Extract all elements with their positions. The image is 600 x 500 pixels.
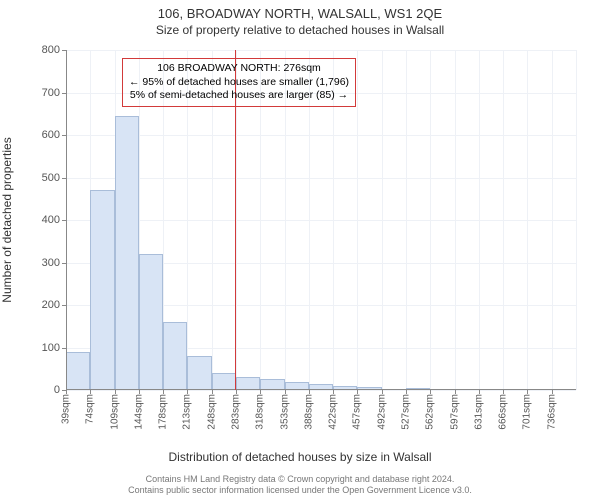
y-tick-label: 500 xyxy=(42,172,60,184)
y-tick-label: 400 xyxy=(42,214,60,226)
y-tick-label: 100 xyxy=(42,342,60,354)
x-tick-label: 74sqm xyxy=(85,394,96,424)
y-tick-label: 200 xyxy=(42,299,60,311)
x-tick-label: 701sqm xyxy=(522,394,533,430)
x-tick-label: 422sqm xyxy=(328,394,339,430)
annotation-line-3: 5% of semi-detached houses are larger (8… xyxy=(129,89,349,103)
histogram-bar xyxy=(66,352,90,390)
grid-line xyxy=(66,178,576,179)
y-tick-label: 0 xyxy=(54,384,60,396)
y-tick-label: 300 xyxy=(42,257,60,269)
grid-line xyxy=(552,50,553,390)
x-tick-label: 457sqm xyxy=(352,394,363,430)
page-title: 106, BROADWAY NORTH, WALSALL, WS1 2QE xyxy=(0,0,600,21)
grid-line xyxy=(576,50,577,390)
histogram-bar xyxy=(187,356,211,390)
x-tick-label: 39sqm xyxy=(61,394,72,424)
grid-line xyxy=(503,50,504,390)
footer-line-1: Contains HM Land Registry data © Crown c… xyxy=(128,474,472,485)
x-axis-label: Distribution of detached houses by size … xyxy=(168,450,431,464)
x-axis-line xyxy=(66,389,576,390)
grid-line xyxy=(66,50,576,51)
x-tick-label: 388sqm xyxy=(303,394,314,430)
x-tick-label: 178sqm xyxy=(158,394,169,430)
histogram-bar xyxy=(163,322,187,390)
grid-line xyxy=(66,390,576,391)
x-tick-label: 736sqm xyxy=(546,394,557,430)
x-tick-label: 597sqm xyxy=(449,394,460,430)
x-tick-label: 631sqm xyxy=(473,394,484,430)
x-tick-label: 283sqm xyxy=(231,394,242,430)
x-tick-label: 318sqm xyxy=(255,394,266,430)
y-axis-label: Number of detached properties xyxy=(0,137,14,302)
footer-attribution: Contains HM Land Registry data © Crown c… xyxy=(128,474,472,497)
plot-area: 010020030040050060070080039sqm74sqm109sq… xyxy=(66,50,576,390)
x-tick-label: 248sqm xyxy=(206,394,217,430)
x-tick-label: 353sqm xyxy=(279,394,290,430)
x-tick-label: 527sqm xyxy=(401,394,412,430)
x-tick-label: 492sqm xyxy=(376,394,387,430)
grid-line xyxy=(66,220,576,221)
grid-line xyxy=(382,50,383,390)
x-tick-label: 562sqm xyxy=(425,394,436,430)
footer-line-2: Contains public sector information licen… xyxy=(128,485,472,496)
annotation-line-1: 106 BROADWAY NORTH: 276sqm xyxy=(129,62,349,76)
grid-line xyxy=(479,50,480,390)
x-tick-label: 144sqm xyxy=(133,394,144,430)
histogram-bar xyxy=(139,254,163,390)
y-tick-label: 600 xyxy=(42,129,60,141)
y-tick-label: 800 xyxy=(42,44,60,56)
histogram-bar xyxy=(115,116,139,390)
grid-line xyxy=(406,50,407,390)
histogram-bar xyxy=(212,373,236,390)
histogram-bar xyxy=(90,190,114,390)
plot-surface: 010020030040050060070080039sqm74sqm109sq… xyxy=(66,50,576,390)
grid-line xyxy=(455,50,456,390)
grid-line xyxy=(357,50,358,390)
grid-line xyxy=(430,50,431,390)
annotation-box: 106 BROADWAY NORTH: 276sqm← 95% of detac… xyxy=(122,58,356,107)
grid-line xyxy=(527,50,528,390)
y-tick-label: 700 xyxy=(42,87,60,99)
annotation-line-2: ← 95% of detached houses are smaller (1,… xyxy=(129,76,349,90)
x-tick-label: 666sqm xyxy=(498,394,509,430)
x-tick-label: 109sqm xyxy=(109,394,120,430)
x-tick-label: 213sqm xyxy=(182,394,193,430)
y-axis-line xyxy=(66,50,67,390)
chart-container: 106, BROADWAY NORTH, WALSALL, WS1 2QE Si… xyxy=(0,0,600,500)
page-subtitle: Size of property relative to detached ho… xyxy=(0,21,600,37)
grid-line xyxy=(66,135,576,136)
